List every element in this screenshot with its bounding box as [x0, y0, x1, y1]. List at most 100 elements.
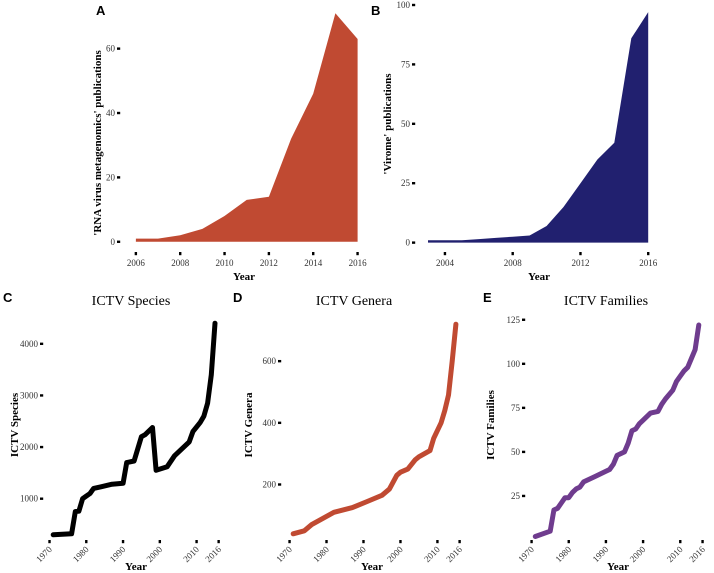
panel-c-xtick-mark [217, 540, 220, 544]
panel-a-xtick-mark [356, 252, 359, 256]
panel-e-xtick-mark [701, 540, 704, 544]
panel-a-ytick-mark [117, 111, 121, 115]
panel-c-ytick-mark [40, 394, 44, 397]
panel-c-xtick-label: 2016 [203, 544, 223, 564]
panel-c-ytick-label: 2000 [20, 442, 39, 452]
panel-a-ytick-mark [117, 240, 121, 243]
panel-a-xtick-mark [267, 252, 271, 256]
panel-d-xtick-mark [458, 540, 461, 544]
panel-a-xtick-label: 2016 [349, 258, 368, 268]
panel-b-xtick-label: 2012 [571, 258, 589, 268]
panel-c-line-series [50, 320, 218, 538]
panel-a-area-series [135, 13, 358, 242]
panel-c-xtick-label: 1970 [34, 544, 54, 564]
panel-d-xtick-label: 2010 [422, 544, 442, 564]
panel-c-ytick-mark [40, 342, 44, 346]
panel-e-xtick-mark [567, 540, 570, 544]
panel-c-ytick-label: 1000 [20, 494, 39, 504]
panel-c-xlabel: Year [125, 561, 147, 573]
panel-c-ylabel: ICTV Species [9, 392, 21, 457]
panel-e-title: ICTV Families [564, 294, 648, 309]
panel-a-letter: A [96, 3, 106, 18]
panel-b-ytick-mark [412, 182, 416, 185]
panel-a-ytick-label: 20 [106, 172, 116, 182]
panel-d-ylabel: ICTV Genera [243, 392, 255, 457]
panel-a: A Year 'RNA virus metagenomics' publicat… [92, 3, 367, 283]
panel-c-ytick-mark [40, 445, 44, 449]
panel-c-letter: C [3, 290, 13, 305]
panel-a-ylabel: 'RNA virus metagenomics' publications [92, 50, 104, 236]
panel-e-xtick-label: 2016 [687, 544, 707, 564]
panel-a-xtick-label: 2006 [127, 258, 146, 268]
panel-b-ytick-mark [412, 122, 416, 126]
panel-e-ytick-label: 125 [507, 315, 521, 325]
panel-b-ytick-mark [412, 63, 416, 66]
panel-a-ytick-mark [117, 176, 121, 179]
panel-d-xtick-mark [399, 540, 402, 544]
panel-a-ytick-label: 0 [111, 237, 116, 247]
panel-b-xtick-label: 2004 [436, 258, 455, 268]
panel-b-xtick-label: 2008 [504, 258, 523, 268]
panel-c: C ICTV Species Year ICTV Species 1970 198… [3, 290, 223, 573]
panel-e-line-series [532, 322, 702, 539]
panel-e-xtick-label: 1970 [516, 544, 536, 564]
panel-d-ytick-mark [278, 421, 282, 425]
panel-e-ylabel: ICTV Families [485, 389, 497, 459]
panel-a-xtick-mark [223, 252, 226, 256]
panel-b-xtick-mark [443, 252, 447, 256]
panel-d-ytick-label: 600 [263, 356, 277, 366]
panel-a-xtick-label: 2014 [304, 258, 323, 268]
panel-a-xtick-mark [179, 252, 182, 256]
panel-c-xtick-label: 1980 [71, 544, 91, 564]
panel-a-xtick-mark [312, 252, 315, 256]
panel-d-ytick-label: 400 [263, 418, 277, 428]
panel-e-ytick-label: 100 [507, 359, 521, 369]
panel-b-ytick-label: 0 [406, 238, 411, 248]
panel-e-ytick-mark [522, 318, 526, 321]
panel-d-title: ICTV Genera [316, 294, 393, 309]
panel-e-ytick-label: 50 [511, 447, 521, 457]
panel-e-ytick-label: 75 [511, 403, 521, 413]
panel-b-letter: B [371, 3, 380, 18]
panel-d-xtick-mark [288, 540, 291, 544]
panel-c-xtick-mark [85, 540, 88, 544]
panel-e-ytick-mark [522, 406, 526, 410]
panel-b-ylabel: 'Virome' publications [382, 73, 394, 175]
panel-c-ytick-label: 3000 [20, 390, 39, 400]
panel-d-xlabel: Year [361, 561, 383, 573]
panel-d-ytick-mark [278, 359, 282, 363]
panel-a-xtick-mark [134, 252, 138, 256]
panel-e-ytick-mark [522, 362, 526, 366]
panel-e-xtick-label: 1980 [553, 544, 573, 564]
panel-c-ytick-mark [40, 497, 44, 500]
panel-e-xlabel: Year [607, 561, 629, 573]
panel-b-xtick-mark [579, 252, 582, 256]
panel-c-title: ICTV Species [92, 294, 171, 309]
panel-a-xtick-label: 2008 [171, 258, 190, 268]
panel-d-xtick-mark [436, 540, 439, 544]
panel-e-ytick-mark [522, 494, 526, 498]
panel-c-xtick-mark [121, 540, 125, 544]
panel-b: B Year 'Virome' publications 2004 2008 201… [371, 0, 658, 283]
panel-d: D ICTV Genera Year ICTV Genera 1970 1980 1… [233, 290, 464, 573]
panel-b-ytick-label: 50 [401, 119, 411, 129]
panel-e-ytick-mark [522, 450, 526, 454]
panel-d-ytick-mark [278, 483, 282, 486]
panel-e-ytick-label: 25 [511, 491, 521, 501]
panel-b-xtick-mark [511, 252, 514, 256]
panel-b-ytick-mark [412, 241, 416, 244]
panel-c-ytick-label: 4000 [20, 339, 39, 349]
panel-c-xtick-mark [158, 540, 162, 544]
panel-a-xtick-label: 2012 [260, 258, 278, 268]
panel-b-ytick-mark [412, 3, 416, 7]
panel-a-xlabel: Year [233, 271, 255, 283]
panel-b-ytick-label: 100 [397, 0, 411, 10]
panel-e-xtick-mark [530, 540, 533, 544]
panel-d-xtick-label: 2000 [385, 544, 405, 564]
panel-b-ytick-label: 25 [401, 178, 411, 188]
panel-a-xtick-label: 2010 [216, 258, 235, 268]
panel-c-xtick-mark [195, 540, 198, 544]
panel-d-xtick-mark [362, 540, 365, 544]
panel-c-xtick-label: 2010 [181, 544, 201, 564]
